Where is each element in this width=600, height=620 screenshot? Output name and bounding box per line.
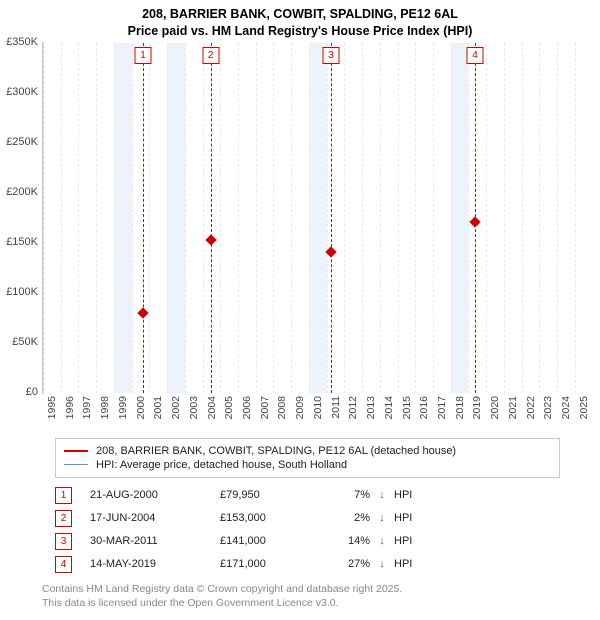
- x-tick-label: 2013: [365, 396, 377, 419]
- legend-swatch: [64, 450, 88, 452]
- x-tick-label: 1997: [81, 396, 93, 419]
- x-tick-label: 2014: [383, 396, 395, 419]
- x-tick-label: 2018: [454, 396, 466, 419]
- sale-diff: 14%: [310, 535, 370, 547]
- x-tick-label: 2007: [259, 396, 271, 419]
- x-tick-label: 2005: [223, 396, 235, 419]
- footer-line-2: This data is licensed under the Open Gov…: [42, 596, 588, 610]
- footer: Contains HM Land Registry data © Crown c…: [42, 582, 588, 610]
- sale-marker-box: 1: [134, 47, 151, 64]
- x-tick-label: 1998: [99, 396, 111, 419]
- legend-swatch: [64, 464, 88, 465]
- down-arrow-icon: ↓: [370, 512, 394, 524]
- sale-marker-diamond: [469, 216, 480, 227]
- sale-price: £153,000: [220, 512, 310, 524]
- x-tick-label: 2008: [276, 396, 288, 419]
- sale-hpi-label: HPI: [394, 489, 424, 501]
- sale-price: £171,000: [220, 558, 310, 570]
- sale-hpi-label: HPI: [394, 535, 424, 547]
- sale-marker-line: [211, 43, 212, 393]
- x-tick-label: 2000: [135, 396, 147, 419]
- x-tick-label: 2001: [152, 396, 164, 419]
- y-tick-label: £200K: [6, 186, 38, 198]
- x-tick-label: 2015: [401, 396, 413, 419]
- sale-marker-box: 3: [322, 47, 339, 64]
- x-tick-label: 2011: [330, 396, 342, 419]
- x-tick-label: 1996: [64, 396, 76, 419]
- highlight-band: [451, 43, 469, 393]
- sale-diff: 2%: [310, 512, 370, 524]
- x-tick-label: 2009: [294, 396, 306, 419]
- y-tick-label: £300K: [6, 86, 38, 98]
- x-tick-label: 1995: [46, 396, 58, 419]
- sale-number-box: 2: [55, 510, 72, 527]
- sale-marker-line: [331, 43, 332, 393]
- y-tick-label: £0: [26, 386, 38, 398]
- sale-hpi-label: HPI: [394, 558, 424, 570]
- sale-number-box: 1: [55, 487, 72, 504]
- highlight-band: [114, 43, 132, 393]
- sale-date: 21-AUG-2000: [90, 489, 220, 501]
- y-tick-label: £350K: [6, 36, 38, 48]
- sale-price: £141,000: [220, 535, 310, 547]
- legend-item: 208, BARRIER BANK, COWBIT, SPALDING, PE1…: [64, 444, 551, 458]
- chart-container: 208, BARRIER BANK, COWBIT, SPALDING, PE1…: [0, 0, 600, 610]
- down-arrow-icon: ↓: [370, 558, 394, 570]
- sale-row: 3 30-MAR-2011£141,00014%↓HPI: [55, 530, 560, 553]
- sale-marker-line: [143, 43, 144, 393]
- title-line-2: Price paid vs. HM Land Registry's House …: [0, 23, 600, 40]
- x-tick-label: 2004: [206, 396, 218, 419]
- x-tick-label: 2006: [241, 396, 253, 419]
- sale-row: 4 14-MAY-2019£171,00027%↓HPI: [55, 553, 560, 576]
- sale-row: 2 17-JUN-2004£153,0002%↓HPI: [55, 507, 560, 530]
- sale-date: 30-MAR-2011: [90, 535, 220, 547]
- plot-area: 1234: [42, 42, 44, 394]
- legend-item: HPI: Average price, detached house, Sout…: [64, 458, 551, 472]
- y-axis: £0£50K£100K£150K£200K£250K£300K£350K: [0, 42, 42, 394]
- x-tick-label: 2022: [525, 396, 537, 419]
- sale-number-box: 4: [55, 556, 72, 573]
- highlight-band: [167, 43, 185, 393]
- legend: 208, BARRIER BANK, COWBIT, SPALDING, PE1…: [55, 438, 560, 478]
- y-tick-label: £250K: [6, 136, 38, 148]
- x-tick-label: 1999: [117, 396, 129, 419]
- chart-title: 208, BARRIER BANK, COWBIT, SPALDING, PE1…: [0, 0, 600, 42]
- sale-diff: 7%: [310, 489, 370, 501]
- x-tick-label: 2021: [507, 396, 519, 419]
- x-tick-label: 2010: [312, 396, 324, 419]
- x-tick-label: 2019: [471, 396, 483, 419]
- x-tick-label: 2002: [170, 396, 182, 419]
- y-tick-label: £150K: [6, 236, 38, 248]
- x-tick-label: 2020: [489, 396, 501, 419]
- legend-label: 208, BARRIER BANK, COWBIT, SPALDING, PE1…: [96, 445, 456, 457]
- sale-date: 17-JUN-2004: [90, 512, 220, 524]
- footer-line-1: Contains HM Land Registry data © Crown c…: [42, 582, 588, 596]
- x-tick-label: 2016: [418, 396, 430, 419]
- sales-table: 121-AUG-2000£79,9507%↓HPI217-JUN-2004£15…: [55, 484, 560, 576]
- sale-row: 1 21-AUG-2000£79,9507%↓HPI: [55, 484, 560, 507]
- sale-hpi-label: HPI: [394, 512, 424, 524]
- x-tick-label: 2023: [542, 396, 554, 419]
- sale-number-box: 3: [55, 533, 72, 550]
- down-arrow-icon: ↓: [370, 489, 394, 501]
- title-line-1: 208, BARRIER BANK, COWBIT, SPALDING, PE1…: [0, 6, 600, 23]
- sale-price: £79,950: [220, 489, 310, 501]
- sale-date: 14-MAY-2019: [90, 558, 220, 570]
- x-tick-label: 2017: [436, 396, 448, 419]
- sale-diff: 27%: [310, 558, 370, 570]
- sale-marker-box: 4: [467, 47, 484, 64]
- y-tick-label: £50K: [12, 336, 38, 348]
- sale-marker-box: 2: [202, 47, 219, 64]
- y-tick-label: £100K: [6, 286, 38, 298]
- x-tick-label: 2024: [560, 396, 572, 419]
- x-tick-label: 2003: [188, 396, 200, 419]
- x-axis: 1995 1996 1997 1998 1999 2000 2001 2002 2003 2004…: [42, 394, 588, 430]
- x-tick-label: 2012: [347, 396, 359, 419]
- down-arrow-icon: ↓: [370, 535, 394, 547]
- x-tick-label: 2025: [578, 396, 590, 419]
- legend-label: HPI: Average price, detached house, Sout…: [96, 459, 347, 471]
